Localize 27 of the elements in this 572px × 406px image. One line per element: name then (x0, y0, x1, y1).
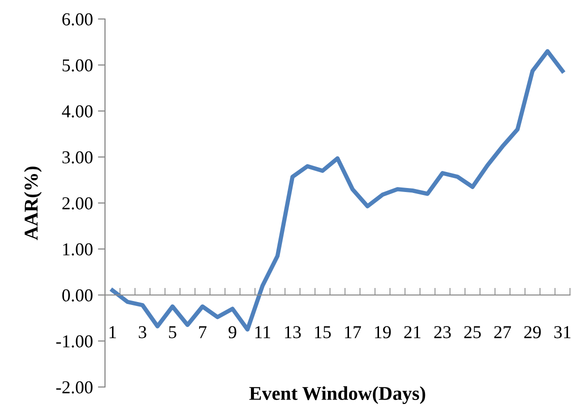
y-tick-label: -2.00 (56, 381, 93, 394)
x-tick-label: 25 (464, 326, 481, 338)
y-tick-label: 0.00 (62, 289, 93, 302)
x-tick-label: 13 (285, 326, 301, 338)
y-tick-label: 2.00 (62, 197, 93, 210)
x-tick-label: 21 (404, 326, 420, 338)
y-tick-label: 3.00 (62, 151, 93, 164)
x-tick-label: 3 (138, 326, 146, 338)
x-tick-label: 23 (434, 326, 451, 338)
x-tick-label: 19 (375, 326, 391, 338)
y-tick-label: 5.00 (62, 59, 93, 72)
x-tick-label: 1 (110, 326, 116, 338)
y-axis-title: AAR(%) (24, 166, 42, 240)
x-tick-label: 27 (494, 326, 512, 338)
x-tick-label: 9 (228, 326, 236, 338)
y-tick-label: 4.00 (62, 105, 93, 118)
x-tick-label: 29 (524, 326, 541, 338)
x-axis-title: Event Window(Days) (249, 386, 426, 404)
x-tick-label: 31 (554, 326, 570, 338)
x-tick-label: 11 (255, 326, 270, 338)
x-tick-label: 5 (169, 326, 176, 338)
x-tick-label: 7 (199, 326, 206, 338)
y-tick-label: -1.00 (56, 335, 93, 348)
x-tick-label: 15 (315, 326, 331, 338)
y-tick-label: 1.00 (63, 243, 93, 256)
x-tick-label: 17 (345, 326, 362, 338)
y-tick-label: 6.00 (62, 13, 93, 26)
